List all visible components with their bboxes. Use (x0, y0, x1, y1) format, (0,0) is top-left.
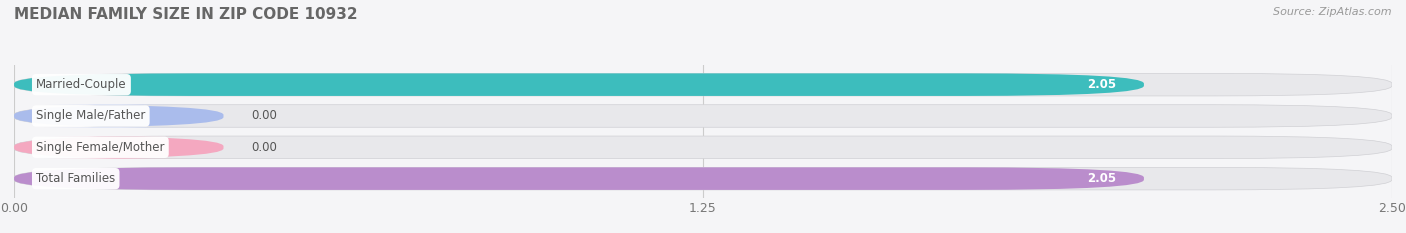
FancyBboxPatch shape (14, 105, 1392, 127)
FancyBboxPatch shape (14, 73, 1392, 96)
FancyBboxPatch shape (14, 167, 1144, 190)
FancyBboxPatch shape (14, 136, 1392, 159)
Text: 2.05: 2.05 (1087, 172, 1116, 185)
Text: Source: ZipAtlas.com: Source: ZipAtlas.com (1274, 7, 1392, 17)
FancyBboxPatch shape (14, 105, 224, 127)
Text: 0.00: 0.00 (252, 110, 277, 123)
FancyBboxPatch shape (14, 136, 224, 159)
FancyBboxPatch shape (14, 167, 1392, 190)
FancyBboxPatch shape (14, 73, 1144, 96)
Text: Married-Couple: Married-Couple (37, 78, 127, 91)
Text: 0.00: 0.00 (252, 141, 277, 154)
Text: Single Male/Father: Single Male/Father (37, 110, 145, 123)
Text: MEDIAN FAMILY SIZE IN ZIP CODE 10932: MEDIAN FAMILY SIZE IN ZIP CODE 10932 (14, 7, 357, 22)
Text: 2.05: 2.05 (1087, 78, 1116, 91)
Text: Single Female/Mother: Single Female/Mother (37, 141, 165, 154)
Text: Total Families: Total Families (37, 172, 115, 185)
